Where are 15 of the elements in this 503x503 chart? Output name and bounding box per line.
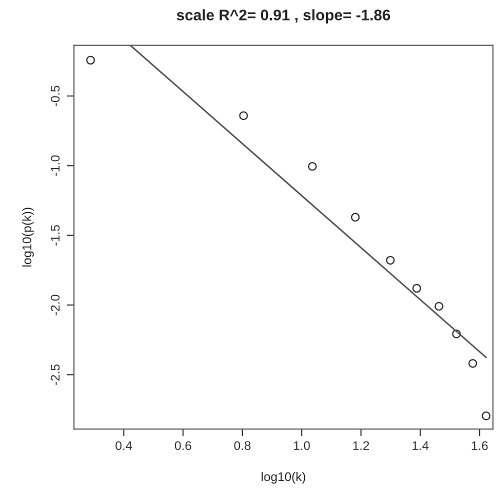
x-tick-label: 1.4 xyxy=(412,441,429,450)
x-tick-label: 1.2 xyxy=(353,441,370,450)
y-tick-label: -2.0 xyxy=(50,294,60,316)
y-tick-label: -1.5 xyxy=(50,225,60,246)
x-axis-title: log10(k) xyxy=(262,472,306,484)
x-tick-label: 0.6 xyxy=(174,441,192,450)
y-tick-label: -1.0 xyxy=(50,155,60,176)
x-tick-label: 1.0 xyxy=(294,441,310,450)
x-tick-label: 0.8 xyxy=(234,441,251,450)
chart-title: scale R^2= 0.91 , slope= -1.86 xyxy=(176,9,390,24)
y-axis-title: log10(p(k)) xyxy=(22,208,34,267)
x-tick-label: 0.4 xyxy=(116,441,132,450)
y-tick-label: -0.5 xyxy=(50,86,60,106)
y-tick-label: -2.5 xyxy=(50,364,60,385)
x-tick-label: 1.6 xyxy=(472,441,488,450)
